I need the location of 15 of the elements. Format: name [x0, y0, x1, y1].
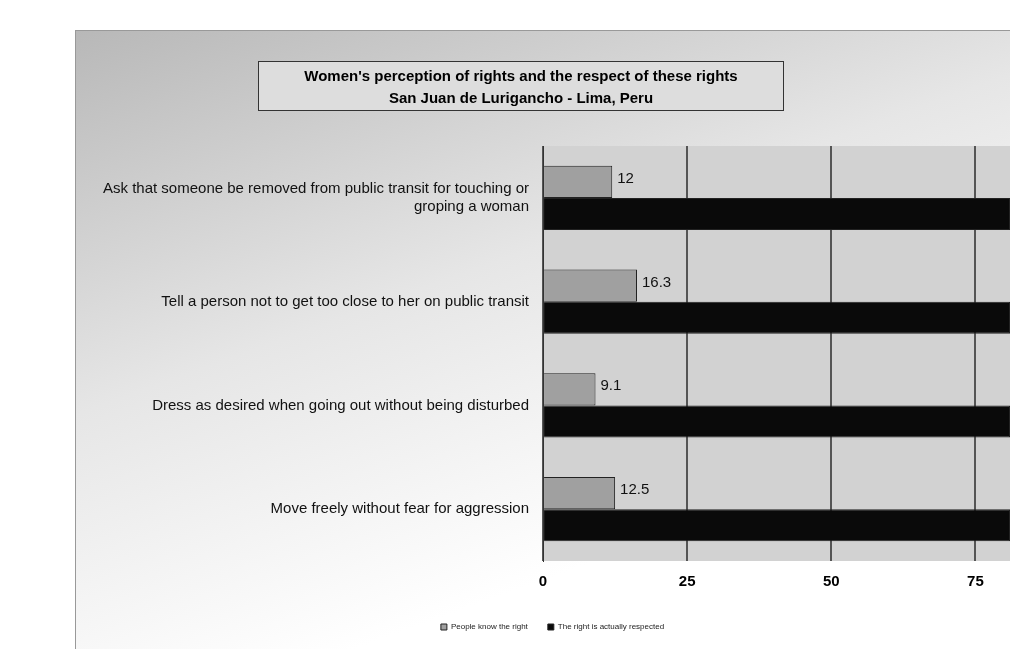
- y-tick-label: Move freely without fear for aggression: [270, 499, 530, 517]
- legend-label: The right is actually respected: [557, 622, 665, 632]
- legend-label: People know the right: [450, 622, 529, 632]
- data-label: 12: [617, 168, 634, 186]
- x-tick-label: 0: [538, 572, 548, 590]
- data-label: 12.5: [620, 480, 650, 498]
- x-tick-label: 50: [822, 572, 840, 590]
- chart-title: Women's perception of rights and the respect of these rights San Juan de Lurigancho - Lima, Peru: [258, 61, 784, 111]
- data-label: 9.1: [600, 376, 622, 394]
- x-tick-label: 75: [967, 572, 984, 590]
- y-tick-label: Tell a person not to get too close to her on public transit: [161, 291, 530, 309]
- y-tick-label: Ask that someone be removed from public transit for touching or groping a woman: [103, 179, 530, 215]
- y-tick-label: Dress as desired when going out without being disturbed: [152, 395, 530, 413]
- x-tick-label: 25: [678, 572, 696, 590]
- data-label: 16.3: [642, 272, 672, 290]
